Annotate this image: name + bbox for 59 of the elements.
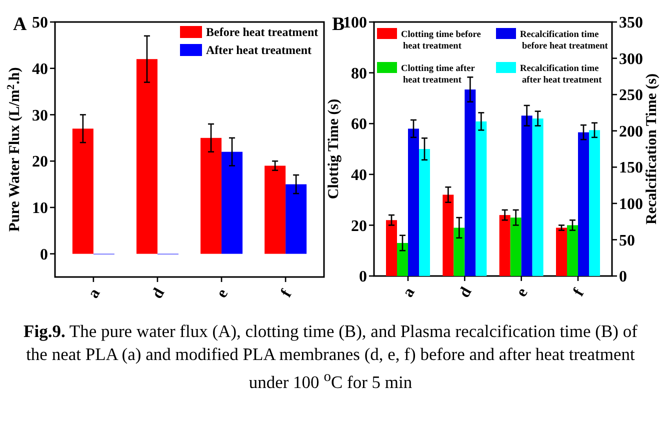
bar — [72, 128, 94, 254]
bar — [476, 121, 487, 276]
y-tick-label: 40 — [32, 60, 48, 78]
x-tick-label: d — [148, 285, 168, 302]
y2-tick-label: 350 — [619, 14, 643, 32]
y-tick-label: 100 — [343, 14, 367, 32]
bar — [386, 220, 397, 276]
y-tick-label: 10 — [32, 200, 48, 218]
y2-tick-label: 250 — [619, 87, 643, 104]
y-tick-label: 40 — [351, 167, 367, 184]
bar — [419, 149, 430, 276]
x-tick-label: f — [570, 285, 588, 300]
legend-label: Recalcification time before heat treatment — [520, 30, 609, 52]
legend-label: Clotting time before heat treatment — [401, 30, 481, 52]
bar — [532, 118, 544, 276]
y2-tick-label: 150 — [619, 160, 643, 177]
caption: Fig.9. The pure water flux (A), clotting time (B), and Plasma recalcification time (B) of the neat PLA (a) and modified PLA membranes (d, e, f) before and after heat treatment under 100 $^{o}$C for 5 min — [24, 321, 638, 392]
legend-label: After heat treatment — [206, 43, 312, 57]
x-tick-label: e — [213, 286, 232, 301]
bar — [556, 228, 567, 276]
bar — [286, 184, 307, 254]
legend-label: Before heat treatment — [206, 25, 318, 39]
bar — [454, 228, 465, 276]
x-tick-label: a — [400, 284, 418, 300]
legend-label: Recalcification time after heat treatment — [520, 64, 603, 86]
y2-axis-title: Recalcification Time (s) — [644, 73, 660, 225]
bar — [442, 194, 454, 276]
bar — [589, 130, 600, 276]
bar — [499, 215, 510, 276]
x-tick-label: f — [278, 286, 296, 300]
y-tick-label: 20 — [32, 154, 48, 171]
legend-label: Clotting time after heat treatment — [401, 64, 475, 86]
y2-tick-label: 200 — [619, 123, 643, 140]
y-tick-label: 50 — [32, 14, 48, 32]
x-tick-label: e — [513, 285, 532, 300]
y2-tick-label: 0 — [619, 268, 627, 286]
chart-title: B — [332, 14, 345, 35]
y-tick-label: 0 — [40, 246, 48, 264]
y-axis-title: Clottig Time (s) — [326, 98, 342, 200]
y2-tick-label: 50 — [619, 232, 635, 250]
y2-tick-label: 300 — [619, 50, 643, 68]
bar — [397, 242, 408, 276]
bar — [408, 128, 419, 276]
bar — [264, 166, 286, 254]
x-tick-label: d — [456, 284, 476, 301]
bar — [222, 152, 243, 254]
y-tick-label: 20 — [351, 218, 367, 235]
y2-tick-label: 100 — [619, 196, 643, 214]
y-tick-label: 80 — [351, 65, 367, 82]
bar — [578, 132, 589, 276]
x-tick-label: a — [85, 286, 104, 302]
chart-title: A — [13, 14, 27, 35]
bar — [521, 116, 532, 276]
bar — [136, 59, 158, 254]
y-tick-label: 60 — [351, 116, 367, 134]
bar — [200, 138, 222, 254]
y-tick-label: 0 — [359, 268, 367, 286]
y-tick-label: 30 — [32, 107, 48, 124]
bar — [464, 89, 476, 276]
